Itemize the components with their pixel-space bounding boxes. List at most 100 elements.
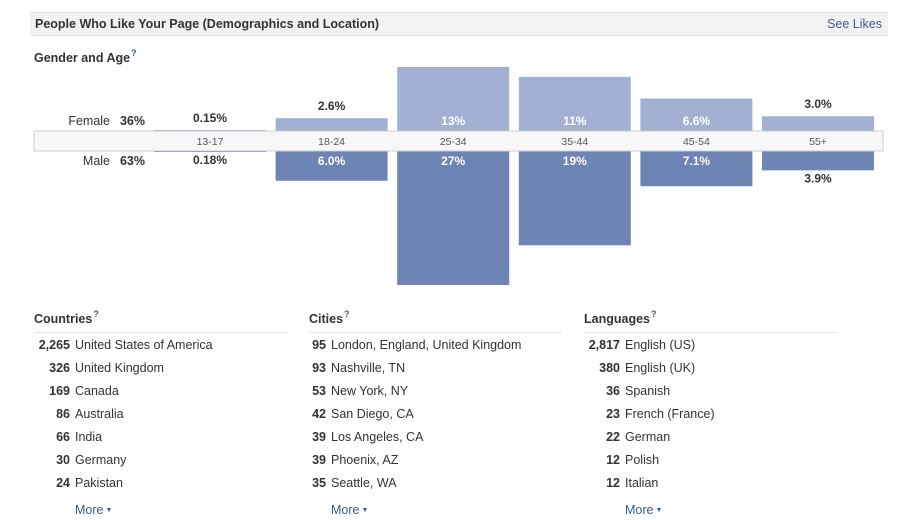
list-item-count: 12 bbox=[606, 453, 620, 467]
list-item-count: 39 bbox=[312, 430, 326, 444]
list-item-count: 12 bbox=[606, 476, 620, 490]
list-item-count: 30 bbox=[56, 453, 70, 467]
list-item: 39 Los Angeles, CA bbox=[309, 425, 562, 448]
age-category-label: 25-34 bbox=[440, 136, 467, 148]
age-category-label: 45-54 bbox=[683, 136, 710, 148]
age-category-label: 13-17 bbox=[197, 136, 224, 148]
list-item-name: India bbox=[75, 430, 103, 444]
list-item-count: 95 bbox=[312, 338, 326, 352]
female-total: 36% bbox=[120, 114, 145, 128]
page-title: People Who Like Your Page (Demographics … bbox=[35, 17, 380, 31]
list-item-count: 86 bbox=[56, 407, 70, 421]
list-item: 53 New York, NY bbox=[309, 379, 562, 402]
female-bar bbox=[518, 76, 631, 131]
list-item-name: Germany bbox=[75, 453, 127, 467]
countries-more-label: More bbox=[75, 503, 104, 517]
list-item-count: 169 bbox=[49, 384, 70, 398]
gender-age-heading-label: Gender and Age bbox=[34, 51, 131, 65]
gender-age-heading: Gender and Age? bbox=[34, 48, 137, 65]
list-item-count: 39 bbox=[312, 453, 326, 467]
age-strip bbox=[33, 130, 884, 152]
list-item-name: Spanish bbox=[625, 384, 671, 398]
list-item: 22 German bbox=[584, 425, 837, 448]
list-item-name: New York, NY bbox=[331, 384, 409, 398]
languages-heading-label: Languages bbox=[584, 312, 650, 326]
female-bar bbox=[397, 67, 510, 131]
list-item-name: English (US) bbox=[625, 338, 696, 352]
list-item-count: 93 bbox=[312, 361, 326, 375]
male-value-label: 3.9% bbox=[804, 171, 832, 185]
age-category-label: 55+ bbox=[809, 136, 827, 148]
list-item-count: 42 bbox=[312, 407, 326, 421]
age-category-label: 18-24 bbox=[318, 136, 345, 148]
list-item: 86 Australia bbox=[34, 402, 287, 425]
list-item-count: 2,265 bbox=[38, 338, 70, 352]
age-category-label: 35-44 bbox=[561, 136, 588, 148]
list-item: 93 Nashville, TN bbox=[309, 356, 562, 379]
list-item-count: 380 bbox=[599, 361, 620, 375]
list-item: 30 Germany bbox=[34, 448, 287, 471]
list-item: 2,817 English (US) bbox=[584, 333, 837, 356]
cities-more-link[interactable]: More ▼ bbox=[331, 503, 368, 517]
cities-heading: Cities? bbox=[309, 309, 350, 326]
female-value-label: 2.6% bbox=[318, 99, 346, 113]
chevron-down-icon: ▼ bbox=[105, 507, 113, 515]
cities-heading-label: Cities bbox=[309, 312, 344, 326]
male-bar bbox=[275, 151, 388, 181]
male-total: 63% bbox=[120, 154, 145, 168]
list-item: 380 English (UK) bbox=[584, 356, 837, 379]
female-value-label: 0.15% bbox=[193, 111, 227, 125]
list-item-name: Los Angeles, CA bbox=[331, 430, 424, 444]
list-item: 169 Canada bbox=[34, 379, 287, 402]
list-item: 42 San Diego, CA bbox=[309, 402, 562, 425]
list-item-name: Nashville, TN bbox=[331, 361, 406, 375]
list-item: 12 Polish bbox=[584, 448, 837, 471]
languages-help-icon[interactable]: ? bbox=[651, 309, 657, 319]
languages-list: 2,817 English (US) 380 English (UK) 36 Spanis… bbox=[584, 332, 837, 494]
list-item: 23 French (France) bbox=[584, 402, 837, 425]
list-item: 2,265 United States of America bbox=[34, 333, 287, 356]
female-bar bbox=[762, 116, 874, 131]
list-item: 326 United Kingdom bbox=[34, 356, 287, 379]
female-row-label: Female bbox=[68, 114, 110, 128]
list-item-count: 23 bbox=[606, 407, 620, 421]
list-item-count: 35 bbox=[312, 476, 326, 490]
list-item-name: Seattle, WA bbox=[331, 476, 397, 490]
male-value-label: 0.18% bbox=[193, 153, 227, 167]
list-item: 12 Italian bbox=[584, 471, 837, 494]
languages-more-label: More bbox=[625, 503, 654, 517]
list-item-name: Australia bbox=[75, 407, 124, 421]
countries-help-icon[interactable]: ? bbox=[93, 309, 99, 319]
languages-more-link[interactable]: More ▼ bbox=[625, 503, 662, 517]
chevron-down-icon: ▼ bbox=[655, 507, 663, 515]
countries-more-link[interactable]: More ▼ bbox=[75, 503, 112, 517]
list-item-count: 24 bbox=[56, 476, 70, 490]
countries-list: 2,265 United States of America 326 United K… bbox=[34, 332, 287, 494]
list-item: 95 London, England, United Kingdom bbox=[309, 333, 562, 356]
list-item: 39 Phoenix, AZ bbox=[309, 448, 562, 471]
see-likes-link[interactable]: See Likes bbox=[827, 17, 882, 31]
male-row-label: Male bbox=[83, 154, 110, 168]
list-item-name: Pakistan bbox=[75, 476, 123, 490]
chevron-down-icon: ▼ bbox=[361, 507, 369, 515]
list-item-count: 22 bbox=[606, 430, 620, 444]
female-value-label: 6.6% bbox=[683, 114, 711, 128]
male-value-label: 7.1% bbox=[683, 154, 711, 168]
list-item-name: San Diego, CA bbox=[331, 407, 414, 421]
cities-more-label: More bbox=[331, 503, 360, 517]
list-item-name: United States of America bbox=[75, 338, 213, 352]
list-item-count: 2,817 bbox=[588, 338, 620, 352]
list-item: 66 India bbox=[34, 425, 287, 448]
list-item-name: London, England, United Kingdom bbox=[331, 338, 522, 352]
male-value-label: 6.0% bbox=[318, 154, 346, 168]
male-bar bbox=[518, 151, 631, 246]
list-item-count: 53 bbox=[312, 384, 326, 398]
female-bar bbox=[640, 98, 753, 131]
gender-age-help-icon[interactable]: ? bbox=[131, 48, 137, 58]
female-value-label: 11% bbox=[563, 114, 587, 128]
cities-help-icon[interactable]: ? bbox=[344, 309, 350, 319]
list-item-name: United Kingdom bbox=[75, 361, 164, 375]
list-item: 35 Seattle, WA bbox=[309, 471, 562, 494]
list-item-name: Phoenix, AZ bbox=[331, 453, 399, 467]
male-bar bbox=[397, 151, 510, 285]
